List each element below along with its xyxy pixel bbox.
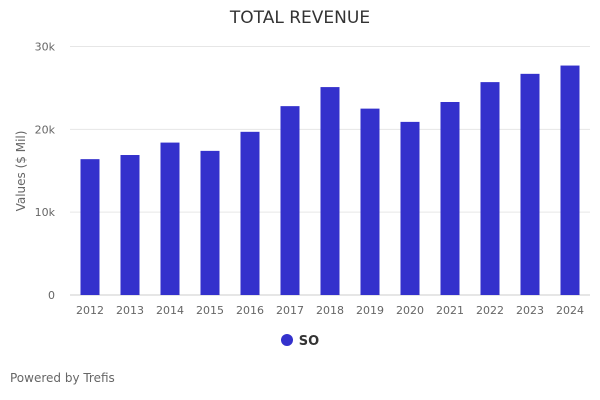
y-tick-label: 30k bbox=[35, 41, 56, 54]
x-tick-label: 2017 bbox=[276, 304, 304, 317]
bar[interactable] bbox=[240, 131, 260, 295]
bar[interactable] bbox=[280, 106, 300, 295]
x-tick-label: 2023 bbox=[516, 304, 544, 317]
legend-label: SO bbox=[298, 334, 320, 349]
bar[interactable] bbox=[520, 73, 540, 296]
x-tick-label: 2018 bbox=[316, 304, 344, 317]
bar[interactable] bbox=[200, 150, 220, 295]
bar[interactable] bbox=[440, 101, 460, 295]
bar[interactable] bbox=[560, 65, 580, 295]
x-tick-label: 2013 bbox=[116, 304, 144, 317]
x-tick-label: 2024 bbox=[556, 304, 584, 317]
x-tick-label: 2014 bbox=[156, 304, 184, 317]
x-tick-label: 2022 bbox=[476, 304, 504, 317]
x-tick-label: 2020 bbox=[396, 304, 424, 317]
x-tick-label: 2016 bbox=[236, 304, 264, 317]
bar[interactable] bbox=[360, 108, 380, 295]
legend[interactable]: SO bbox=[0, 334, 600, 349]
x-tick-label: 2021 bbox=[436, 304, 464, 317]
bar[interactable] bbox=[160, 142, 180, 295]
bar[interactable] bbox=[120, 155, 140, 295]
x-tick-label: 2015 bbox=[196, 304, 224, 317]
legend-marker bbox=[280, 334, 293, 346]
y-tick-label: 20k bbox=[35, 123, 56, 136]
y-tick-label: 10k bbox=[35, 206, 56, 219]
bar[interactable] bbox=[480, 82, 500, 295]
bar[interactable] bbox=[80, 159, 100, 295]
y-axis-title: Values ($ Mil) bbox=[14, 131, 28, 212]
x-tick-label: 2012 bbox=[76, 304, 104, 317]
chart-title: TOTAL REVENUE bbox=[229, 8, 371, 28]
powered-by-credit[interactable]: Powered by Trefis bbox=[10, 371, 115, 385]
bar[interactable] bbox=[400, 121, 420, 296]
bar[interactable] bbox=[320, 87, 340, 295]
x-tick-label: 2019 bbox=[356, 304, 384, 317]
y-tick-label: 0 bbox=[48, 289, 55, 302]
